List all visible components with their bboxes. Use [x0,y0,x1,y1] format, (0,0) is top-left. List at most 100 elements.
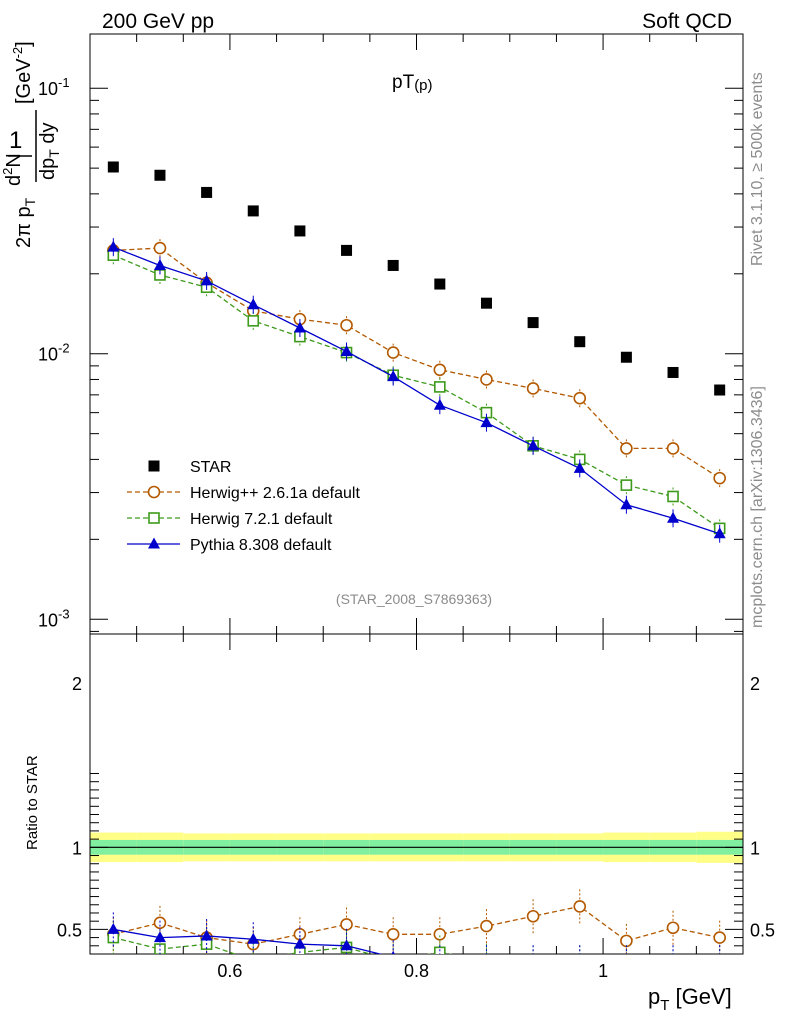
ratio-point [433,928,447,941]
legend-label: Pythia 8.308 default [190,537,332,554]
ratio-point [153,916,167,930]
svg-text:2π pT: 2π pT [13,197,38,248]
ratio-point [668,957,678,967]
svg-text:dpT dy: dpT dy [37,123,62,181]
data-point [340,318,353,332]
ratio-y-tick-label-right: 2 [750,674,760,694]
ratio-point [340,918,353,931]
data-point [620,479,633,491]
ratio-point [153,931,166,943]
ratio-point [434,946,446,954]
data-point [107,161,119,173]
ratio-point [667,956,679,967]
x-axis-label: pT [GeV] [648,984,732,1014]
data-point [340,344,353,356]
ratio-point [621,957,631,967]
chart-title: pT(p) [392,72,433,94]
data-point [247,298,260,310]
ratio-point [715,957,725,967]
data-point [620,351,632,363]
data-point [154,169,166,181]
y-tick-label: 10-1 [38,75,70,99]
ratio-point [528,957,538,967]
ratio-point [293,937,306,949]
ratio-point [391,950,395,954]
data-point [153,241,167,255]
data-point [201,186,213,198]
data-point [667,511,680,523]
data-point [573,461,586,473]
legend-marker [147,485,161,499]
data-point [526,382,540,395]
data-point [713,471,726,485]
data-point [107,240,120,252]
mcplots-label: mcplots.cern.ch [arXiv:1306.3436] [749,386,766,628]
data-point [620,498,633,510]
ratio-point [107,922,120,934]
x-tick-label: 0.6 [217,961,242,981]
ratio-y-tick-label-left: 1 [72,838,82,858]
data-point [620,442,633,455]
y-axis-label: 1 2π pT d2N dpT dy [GeV-2] [0,41,62,248]
data-point [527,439,540,451]
data-point [386,346,400,359]
data-point [434,278,446,290]
ratio-point [247,932,260,944]
ratio-frame [89,633,744,955]
data-point [247,205,259,217]
header-left: 200 GeV pp [102,10,214,33]
ratio-panel: 0.6 0.8 1 0.5 0.5 1 1 2 2 Ratio to STAR [24,633,775,981]
ratio-point [620,934,633,948]
data-point [153,258,166,270]
data-point [574,336,586,348]
data-point [387,259,399,271]
data-point [667,366,679,378]
legend-label: STAR [190,459,231,476]
ratio-axis-ticks: 0.6 0.8 1 0.5 0.5 1 1 2 2 [57,634,775,981]
data-point [480,373,493,386]
series-line [113,247,721,479]
ratio-point [527,956,539,967]
data-point [247,315,260,327]
data-point [713,527,726,539]
main-axis-ticks: 10-3 10-2 10-1 [38,34,744,634]
ratio-point [386,928,400,941]
data-point [527,317,539,329]
ratio-point [248,956,258,966]
ratio-y-tick-label-left: 0.5 [57,920,82,940]
svg-text:d2N: d2N [0,153,25,186]
ratio-point [434,956,446,967]
ratio-point [666,921,680,935]
ratio-data-marks [107,889,726,967]
ratio-point [714,956,726,967]
data-point [666,442,680,455]
ratio-point [388,956,398,966]
ratio-point [340,939,353,951]
ratio-point [713,931,726,944]
main-data-marks [107,161,726,543]
rivet-label: Rivet 3.1.10, ≥ 500k events [749,72,766,266]
legend-marker [148,512,160,524]
main-panel: 10-310-210-1 pT(p) (STAR_2008_S7869363) … [38,33,744,635]
ratio-line [113,905,720,945]
ratio-point [573,900,587,913]
x-tick-label: 1 [598,961,608,981]
header-right: Soft QCD [642,10,732,33]
analysis-tag: (STAR_2008_S7869363) [336,591,492,607]
ratio-point [200,929,213,941]
ratio-point [526,909,540,923]
legend-marker [148,537,160,549]
data-point [480,416,493,428]
legend-marker [148,460,160,472]
data-point [200,274,213,286]
data-point [480,297,492,309]
ratio-point [480,956,492,967]
ratio-point [574,956,586,967]
data-point [667,490,679,503]
data-point [573,391,587,405]
ratio-point [620,956,632,967]
ratio-y-tick-label-right: 1 [750,838,760,858]
data-point [293,321,306,333]
svg-text:1: 1 [9,127,22,154]
